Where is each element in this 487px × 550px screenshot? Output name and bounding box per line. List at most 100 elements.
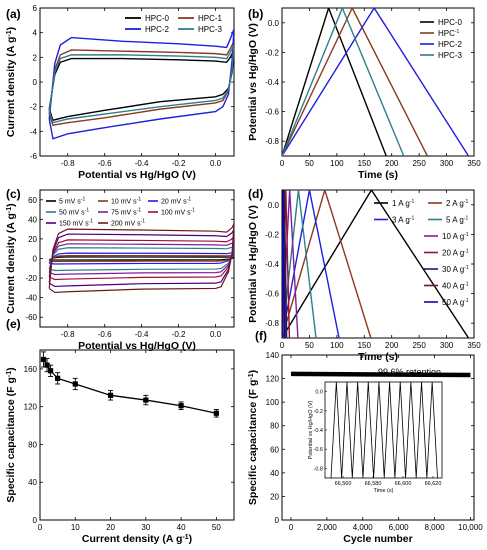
plot-frame [281, 189, 475, 339]
y-tick-label: 120 [266, 375, 280, 384]
legend-label: 2 A g-1 [446, 199, 468, 208]
gcd-curve [282, 8, 470, 156]
y-tick-label: -0.2 [265, 48, 279, 57]
retention-annotation: 99.6% retention [378, 367, 441, 377]
cv-curve [48, 223, 234, 294]
x-axis-label: Potential vs Hg/HgO (V) [78, 169, 196, 181]
y-tick-label: 20 [270, 492, 279, 501]
inset-y-tick-label: -0.6 [314, 447, 323, 453]
y-tick-label: 40 [28, 215, 37, 224]
capacitance-line [42, 359, 217, 414]
x-axis-label: Time (s) [358, 169, 398, 181]
x-tick-label: 2,000 [317, 523, 338, 532]
y-tick-label: -0.8 [265, 137, 279, 146]
y-tick-label: 140 [266, 351, 280, 360]
data-point [72, 381, 78, 387]
x-tick-label: 50 [305, 341, 314, 350]
x-tick-label: 300 [440, 159, 454, 168]
x-tick-label: 40 [177, 523, 186, 532]
panel-letter: (f) [255, 329, 267, 343]
legend-label: HPC-0 [145, 14, 170, 23]
legend-label: 40 A g-1 [442, 282, 469, 291]
x-tick-label: -0.4 [135, 159, 149, 168]
x-tick-label: 0 [38, 523, 43, 532]
inset-y-tick-label: -0.2 [314, 409, 323, 415]
gcd-curve [282, 190, 286, 338]
data-point [47, 368, 54, 374]
x-axis-label: Potential vs Hg/HgO (V) [78, 340, 196, 352]
legend: 5 mV s-1 10 mV s-1 20 mV s-1 50 mV s-1 75 mV… [46, 197, 195, 228]
inset-gcd-curve [330, 381, 438, 479]
legend: HPC-0 HPC-1 HPC-2 HPC-3 [125, 14, 223, 34]
data-point [107, 392, 114, 398]
cv-curve [48, 256, 234, 261]
y-tick-label: 0 [33, 78, 38, 87]
retention-line [290, 371, 471, 378]
y-axis-label: Potential vs Hg/HgO (V) [247, 205, 259, 323]
x-tick-label: -0.6 [98, 159, 112, 168]
y-axis-label: Specific capacitance (F g-1) [5, 367, 17, 502]
panel-letter: (c) [6, 187, 21, 201]
x-axis-label: Cycle number [343, 533, 412, 545]
legend-label: 200 mV s-1 [111, 219, 145, 228]
legend-label: 5 mV s-1 [59, 197, 85, 206]
x-tick-label: 4,000 [353, 523, 374, 532]
x-tick-label: 0.0 [210, 159, 222, 168]
cv-curve [48, 40, 234, 126]
x-tick-label: -0.2 [172, 159, 186, 168]
x-tick-label: -0.2 [172, 330, 186, 339]
y-tick-label: -0.4 [265, 260, 279, 269]
x-tick-label: 150 [358, 159, 372, 168]
y-tick-label: 0.0 [268, 19, 280, 28]
x-tick-label: 200 [385, 159, 399, 168]
x-tick-label: 10,000 [458, 523, 483, 532]
data-point [55, 375, 61, 381]
y-tick-label: 6 [33, 4, 38, 13]
panel-letter: (e) [6, 317, 21, 331]
panel-letter: (b) [248, 7, 263, 21]
x-axis-label: Time (s) [358, 351, 398, 363]
legend: 1 A g-1 2 A g-1 3 A g-1 5 A g-1 10 A g-1 20 A… [374, 199, 469, 307]
x-tick-label: 0 [289, 523, 294, 532]
inset-y-tick-label: -0.4 [314, 428, 323, 434]
y-tick-label: 60 [270, 445, 279, 454]
x-tick-label: 100 [330, 159, 344, 168]
x-tick-label: 6,000 [389, 523, 410, 532]
panel-f: 0 2,000 4,000 6,000 8,000 10,000 0 20 40 60 80 100 1… [247, 329, 483, 545]
cv-curve [48, 44, 234, 124]
y-tick-label: 2 [33, 53, 38, 62]
cv-curve [48, 28, 234, 140]
y-axis-label: Specific capacitance (F g-1) [247, 370, 259, 505]
x-tick-label: 300 [440, 341, 454, 350]
gcd-curve [282, 8, 405, 156]
panel-a: -0.8 -0.6 -0.4 -0.2 0.0 -6 -4 -2 0 2 4 6 Potential v… [5, 4, 235, 181]
x-tick-label: 50 [305, 159, 314, 168]
legend-label: 1 A g-1 [392, 199, 414, 208]
y-axis-label: Potential vs Hg/HgO (V) [247, 23, 259, 141]
inset-x-axis-label: Time (s) [374, 488, 394, 494]
x-tick-label: 20 [106, 523, 115, 532]
legend-label: 10 mV s-1 [111, 197, 141, 206]
x-tick-label: 0 [280, 341, 285, 350]
panel-letter: (d) [248, 187, 263, 201]
panel-c: -0.8 -0.6 -0.4 -0.2 0.0 -60 -40 -20 0 20 40 60 Poten… [5, 187, 235, 352]
inset-y-axis-label: Potential vs Hg/HgO (V) [308, 400, 314, 459]
y-tick-label: -0.6 [265, 108, 279, 117]
legend-label: HPC-1 [198, 14, 223, 23]
y-tick-label: -40 [25, 294, 37, 303]
inset-y-tick-label: 0.0 [315, 390, 323, 396]
legend-label: 75 mV s-1 [111, 208, 141, 217]
y-tick-label: -2 [30, 103, 38, 112]
x-tick-label: 10 [71, 523, 80, 532]
panel-d: 0 50 100 150 200 250 300 350 -0.8 -0.6 -0.4 -0.2 0.0… [247, 187, 481, 363]
y-tick-label: 0.0 [268, 201, 280, 210]
inset-y-tick-label: -0.8 [314, 466, 323, 472]
x-tick-label: 350 [467, 341, 481, 350]
x-tick-label: 250 [412, 341, 426, 350]
y-axis-label: Current density (A g-1) [5, 203, 17, 313]
legend-label: HPC-1 [438, 29, 460, 38]
x-tick-label: 50 [212, 523, 221, 532]
legend-label: 5 A g-1 [446, 216, 468, 225]
y-tick-label: 120 [24, 403, 38, 412]
